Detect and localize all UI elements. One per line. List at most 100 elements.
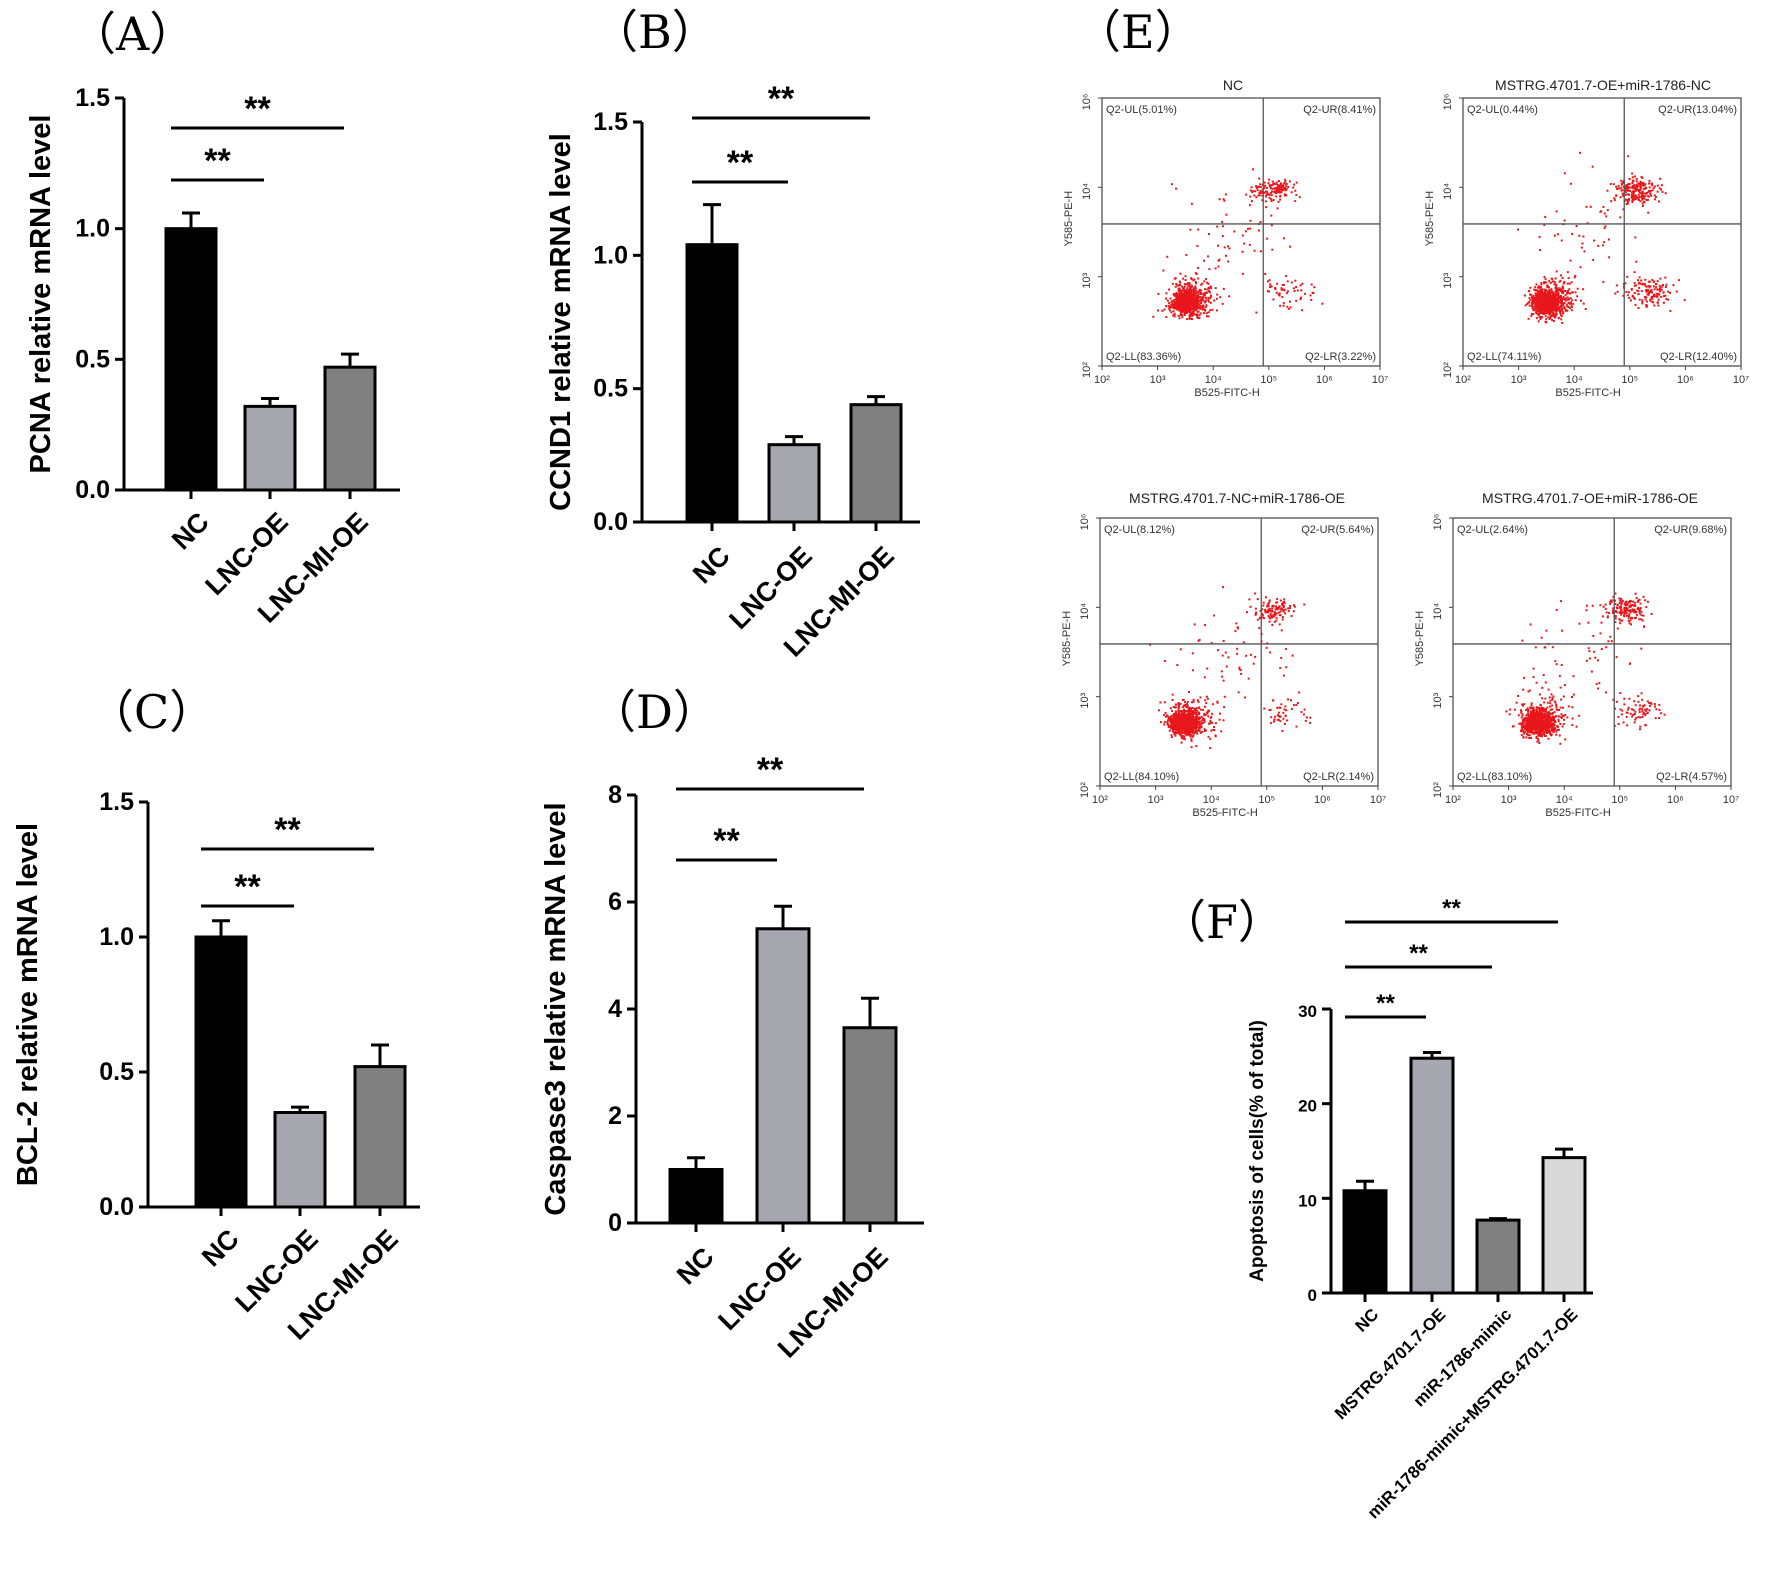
dot	[1554, 298, 1557, 301]
dot	[1300, 296, 1302, 299]
dot	[1559, 742, 1562, 745]
dot	[1268, 279, 1271, 282]
dot	[1543, 731, 1546, 734]
dot	[1639, 184, 1642, 187]
dot	[1631, 610, 1634, 613]
dot	[1210, 294, 1212, 297]
dot	[1644, 599, 1647, 602]
dot	[1196, 296, 1199, 299]
dot	[1190, 305, 1193, 308]
dot	[1567, 705, 1570, 708]
y-tick-label: 6	[608, 888, 622, 916]
dot	[1292, 186, 1295, 189]
dot	[1560, 716, 1563, 719]
dot	[1645, 285, 1648, 288]
dot	[1284, 647, 1287, 650]
dot	[1263, 191, 1266, 194]
dot	[1186, 318, 1189, 321]
dot	[1562, 312, 1565, 315]
dot	[1207, 287, 1210, 290]
dot	[1562, 295, 1565, 298]
dot	[1276, 706, 1279, 709]
dot	[1227, 260, 1230, 263]
dot	[1175, 302, 1178, 305]
dot	[1197, 726, 1200, 729]
dot	[1277, 185, 1280, 188]
dot	[1212, 614, 1215, 617]
dot	[1171, 699, 1174, 701]
quadrant-ul-label: Q2-UL(0.44%)	[1467, 104, 1538, 116]
dot	[1544, 290, 1547, 293]
y-tick-label: 10⁶	[1079, 514, 1091, 531]
dot	[1189, 729, 1192, 732]
dot	[1278, 186, 1281, 189]
dot	[1540, 293, 1543, 296]
dot	[1188, 724, 1191, 727]
dot	[1625, 715, 1628, 718]
dot	[1174, 307, 1177, 310]
dot	[1569, 307, 1572, 310]
dot	[1635, 184, 1638, 187]
dot	[1664, 276, 1667, 279]
dot	[1285, 666, 1288, 669]
dot	[1638, 618, 1641, 621]
dot	[1528, 720, 1531, 722]
dot	[1555, 291, 1558, 294]
dot	[1190, 277, 1193, 280]
dot	[1206, 315, 1208, 318]
dot	[1556, 297, 1558, 300]
dot	[1655, 708, 1658, 711]
dot	[1539, 312, 1542, 315]
dot	[1631, 608, 1634, 611]
dot	[1555, 307, 1558, 310]
dot	[1540, 286, 1543, 289]
dot	[1284, 705, 1287, 708]
dot	[1627, 706, 1630, 709]
dot	[1641, 619, 1644, 622]
dot	[1211, 712, 1214, 715]
dot	[1190, 727, 1193, 729]
dot	[1249, 605, 1252, 608]
y-tick-label: 8	[608, 781, 622, 809]
dot	[1536, 294, 1539, 297]
dot	[1269, 187, 1272, 190]
dot	[1198, 314, 1201, 317]
dot	[1530, 731, 1533, 734]
dot	[1269, 612, 1272, 615]
dot	[1276, 608, 1279, 611]
dot	[1653, 703, 1656, 706]
dot	[1631, 172, 1634, 175]
dot	[1548, 731, 1551, 734]
dot	[1628, 697, 1631, 700]
dot	[1282, 284, 1285, 286]
dot	[1551, 725, 1554, 728]
dot	[1242, 641, 1245, 644]
dot	[1635, 616, 1637, 619]
dot	[1623, 614, 1626, 617]
dot	[1558, 295, 1561, 298]
dot	[1530, 314, 1533, 317]
y-tick-label: 1.0	[99, 923, 134, 951]
x-tick-label: 10⁷	[1370, 794, 1386, 806]
x-tick-label: 10⁴	[1205, 374, 1222, 386]
dot	[1198, 721, 1200, 723]
dot	[1521, 703, 1523, 706]
dot	[1623, 606, 1626, 609]
dot	[1558, 675, 1561, 678]
dot	[1289, 245, 1291, 248]
dot	[1268, 601, 1270, 604]
dot	[1586, 222, 1589, 225]
dot	[1284, 608, 1287, 611]
dot	[1612, 595, 1615, 598]
dot	[1641, 202, 1644, 205]
dot	[1172, 731, 1175, 734]
dot	[1566, 309, 1569, 312]
dot	[1191, 318, 1193, 320]
dot	[1184, 711, 1187, 714]
dot	[1179, 289, 1182, 292]
dot	[1169, 297, 1172, 300]
dot	[1545, 312, 1547, 315]
dot	[1567, 292, 1570, 295]
dot	[1193, 722, 1196, 725]
dot	[1191, 713, 1194, 716]
